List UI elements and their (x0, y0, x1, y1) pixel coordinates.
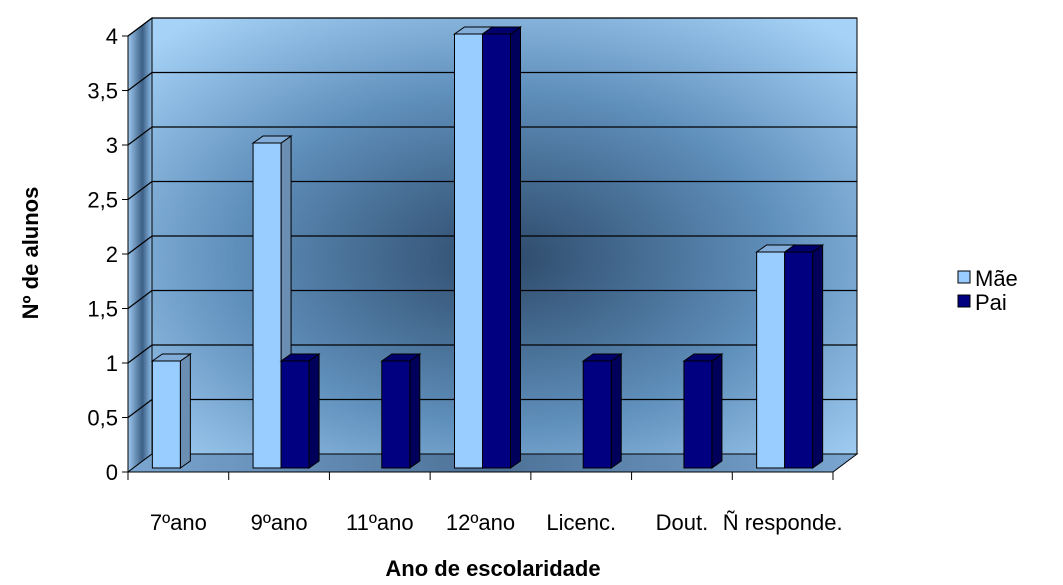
bar-side (510, 26, 521, 469)
gridline-side (127, 399, 153, 418)
y-tick-label: 1,5 (87, 297, 118, 322)
bar (581, 353, 623, 469)
bar-front (381, 360, 411, 469)
x-tick-label: Licenc. (546, 510, 616, 535)
bar (279, 353, 321, 469)
x-tick-label: Ñ responde. (723, 510, 843, 535)
bar-front (280, 360, 310, 469)
legend-swatch (957, 294, 971, 308)
bar-side (610, 353, 622, 469)
legend-label: Mãe (975, 266, 1018, 291)
x-tick-label: 7ºano (150, 510, 207, 535)
y-tick-label: 0 (106, 460, 118, 485)
y-tick-label: 2 (106, 242, 118, 267)
x-axis-title: Ano de escolaridade (385, 556, 600, 581)
gridline-side (127, 181, 153, 200)
x-tick-label: 11ºano (346, 510, 414, 535)
bar-front (252, 142, 282, 469)
gridline-side (127, 235, 153, 255)
bar-front (683, 360, 713, 469)
x-tick-label: 9ºano (251, 510, 308, 535)
bar-front (454, 33, 483, 469)
gridline-side (127, 290, 153, 309)
bar-front (784, 251, 814, 469)
y-axis: 0 0,5 1 1,5 2 2,5 3 3,5 4 (87, 24, 129, 485)
y-tick-label: 4 (106, 24, 118, 49)
x-tick-label: 12ºano (446, 510, 515, 535)
bar (380, 353, 422, 469)
legend-label: Pai (975, 290, 1007, 315)
y-axis-title: Nº de alunos (18, 187, 43, 320)
bar (480, 26, 523, 469)
y-tick-label: 0,5 (87, 406, 118, 431)
gridline-side (127, 72, 153, 91)
bar-side (308, 353, 320, 469)
y-tick-label: 2,5 (87, 188, 118, 213)
gridline-side (127, 126, 153, 146)
bar-side (409, 353, 421, 469)
x-axis: 7ºano 9ºano 11ºano 12ºano Licenc. Dout. Ñ resp… (127, 471, 843, 535)
bars (150, 26, 825, 469)
x-tick-label: Dout. (656, 510, 709, 535)
bar (783, 244, 825, 469)
y-tick-label: 3 (106, 133, 118, 158)
bar-front (756, 251, 786, 469)
gridline-side (127, 344, 153, 364)
bar (682, 353, 724, 469)
y-tick-label: 3,5 (87, 79, 118, 104)
bar-front (582, 360, 612, 469)
bar-side (711, 353, 723, 469)
bar-front (151, 360, 181, 469)
bar-side (812, 244, 824, 469)
y-tick-label: 1 (106, 351, 118, 376)
gridline-side (127, 17, 153, 37)
bar-front (482, 33, 511, 469)
bar (150, 353, 192, 469)
bar-side (179, 353, 191, 469)
legend-swatch (957, 270, 971, 284)
